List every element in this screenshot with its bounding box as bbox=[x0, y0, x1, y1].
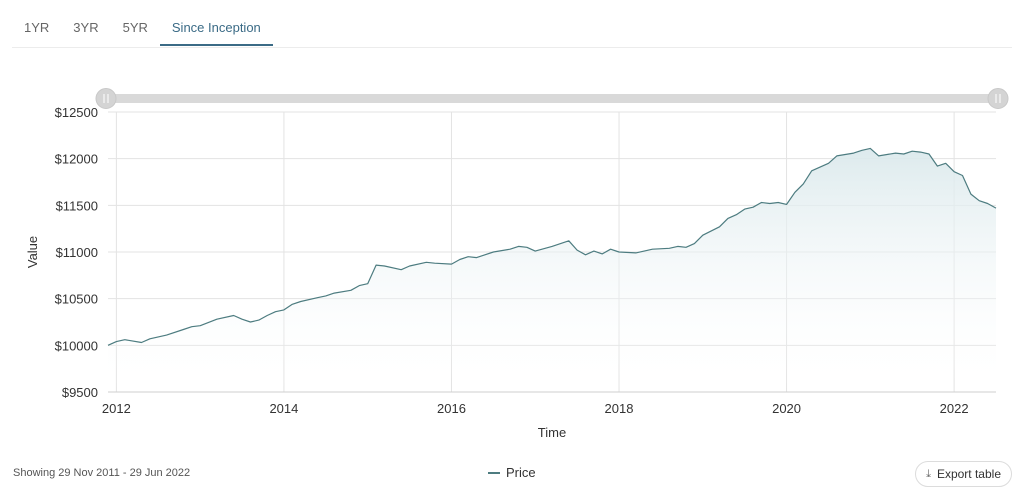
y-tick-label: $10000 bbox=[55, 338, 98, 353]
price-series-line[interactable] bbox=[107, 147, 997, 346]
x-tick-label: 2012 bbox=[102, 401, 131, 416]
tab-since-inception[interactable]: Since Inception bbox=[159, 0, 273, 46]
tab-3yr[interactable]: 3YR bbox=[73, 20, 99, 35]
navigator-handle-left[interactable] bbox=[95, 88, 117, 109]
tab-1yr[interactable]: 1YR bbox=[24, 20, 50, 35]
time-range-tabs: 1YR 3YR 5YR Since Inception bbox=[12, 0, 273, 46]
price-chart: $9500 $10000 $10500 $11000 $11500 $12000 $1250… bbox=[25, 88, 1009, 440]
y-tick-label: $9500 bbox=[62, 385, 98, 400]
navigator-track[interactable] bbox=[106, 94, 998, 103]
y-tick-label: $11000 bbox=[56, 245, 98, 260]
y-axis-label: Value bbox=[25, 236, 40, 268]
tab-5yr[interactable]: 5YR bbox=[122, 20, 148, 35]
export-table-button[interactable]: ⤓ Export table bbox=[915, 461, 1012, 487]
y-axis: $9500 $10000 $10500 $11000 $11500 $12000 $1250… bbox=[55, 105, 98, 400]
x-axis: 2012 2014 2016 2018 2020 2022 bbox=[102, 391, 996, 416]
export-label: Export table bbox=[936, 467, 1001, 481]
chart-area bbox=[107, 147, 997, 392]
x-tick-label: 2016 bbox=[437, 401, 466, 416]
price-area-fill bbox=[108, 148, 996, 392]
x-tick-label: 2020 bbox=[772, 401, 801, 416]
legend-swatch bbox=[488, 471, 500, 474]
range-navigator[interactable] bbox=[95, 88, 1009, 109]
tabs-divider bbox=[12, 47, 1012, 48]
date-range-text: Showing 29 Nov 2011 - 29 Jun 2022 bbox=[13, 467, 191, 479]
x-tick-label: 2022 bbox=[940, 401, 969, 416]
legend-label: Price bbox=[506, 465, 536, 480]
x-tick-label: 2014 bbox=[269, 401, 298, 416]
y-tick-label: $12000 bbox=[55, 152, 98, 167]
y-tick-label: $10500 bbox=[55, 292, 98, 307]
chart-legend[interactable]: Price bbox=[488, 465, 536, 480]
navigator-handle-right[interactable] bbox=[987, 88, 1009, 109]
y-tick-label: $11500 bbox=[56, 198, 98, 213]
y-tick-label: $12500 bbox=[55, 105, 98, 120]
download-icon: ⤓ bbox=[926, 467, 931, 480]
x-tick-label: 2018 bbox=[605, 401, 634, 416]
x-axis-label: Time bbox=[538, 425, 566, 440]
